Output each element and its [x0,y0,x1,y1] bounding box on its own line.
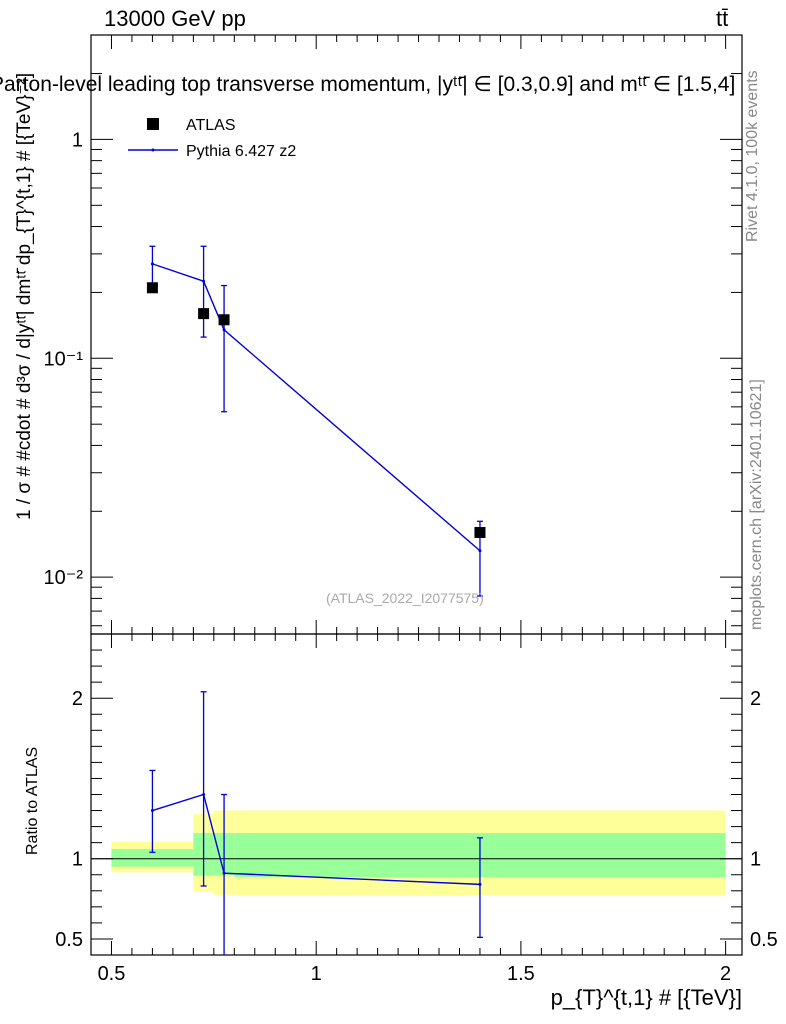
x-axis-title: p_{T}^{t,1} # [{TeV}] [551,985,742,1010]
mc-point-0 [150,262,154,266]
atlas-data-point-1 [198,308,210,320]
analysis-watermark: (ATLAS_2022_I2077575) [326,590,484,606]
mc-point-3 [478,549,482,553]
ratio-y-tick-label-right-0.5: 0.5 [750,929,778,951]
ratio-y-tick-label-right-1: 1 [750,849,761,871]
ratio-y-tick-label-left-0.5: 0.5 [55,929,83,951]
rivet-version-label: Rivet 4.1.0, 100k events [744,70,761,242]
atlas-data-point-3 [474,526,486,538]
ratio-frame [90,633,743,956]
x-tick-label-1.5: 1.5 [507,963,535,985]
ratio-mc-line [152,793,480,886]
y-axis-title: 1 / σ # #cdot # d³σ / d|yᵗᵗ̄| dmᵗᵗ̄ dp_{… [14,73,35,520]
x-tick-label-0.5: 0.5 [98,963,126,985]
ratio-mc-point-1 [202,793,206,796]
mc-point-1 [202,279,206,283]
mcplots-label: mcplots.cern.ch [arXiv:2401.10621] [748,379,765,630]
ratio-mc-point-0 [150,809,154,813]
atlas-data-point-0 [146,282,158,294]
ratio-y-tick-label-left-2: 2 [72,688,83,710]
ratio-mc-point-2 [222,871,226,875]
atlas-data-point-2 [218,314,230,326]
process-label: tt̄ [716,6,729,31]
ratio-band-inner-0 [111,849,194,867]
legend-mc-label: Pythia 6.427 z2 [186,143,296,160]
y-tick-label-0.01: 10⁻² [44,567,84,589]
legend-atlas-label: ATLAS [186,117,236,134]
ratio-y-axis-title: Ratio to ATLAS [24,747,41,855]
mc-line [152,263,481,552]
legend-mc-marker [151,148,155,152]
energy-label: 13000 GeV pp [104,6,246,31]
ratio-y-tick-label-left-1: 1 [72,849,83,871]
mc-point-2 [222,328,226,332]
y-tick-label-1: 1 [72,129,83,151]
legend-atlas-marker [147,118,159,130]
x-tick-label-2: 2 [720,963,731,985]
y-tick-label-0.1: 10⁻¹ [44,348,84,370]
ratio-mc-point-3 [478,882,482,886]
ratio-y-tick-label-right-2: 2 [750,688,761,710]
plot-title: Parton-level leading top transverse mome… [0,73,736,96]
x-tick-label-1: 1 [311,963,322,985]
